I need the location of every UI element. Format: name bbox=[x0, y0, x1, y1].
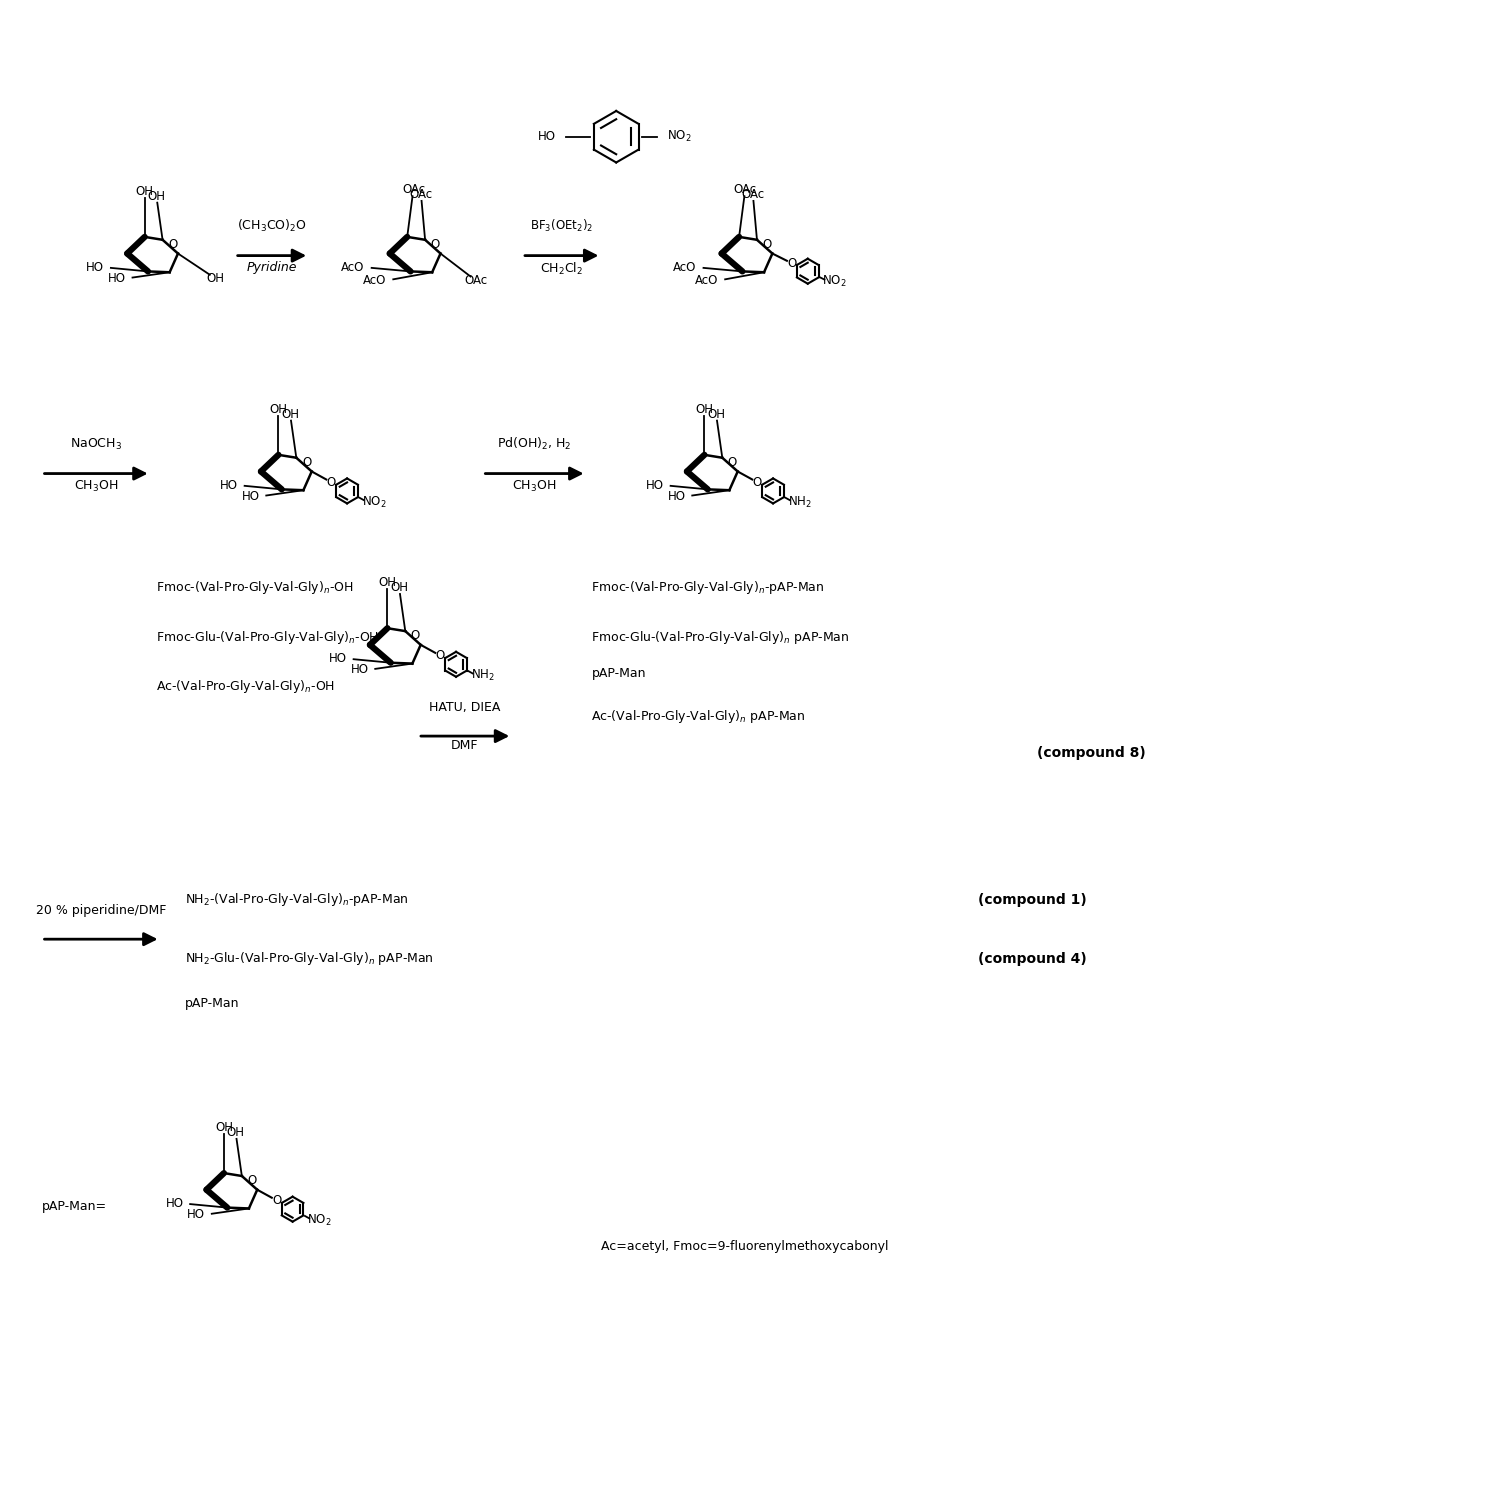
Text: NaOCH$_3$: NaOCH$_3$ bbox=[70, 437, 122, 452]
Text: OH: OH bbox=[390, 581, 407, 593]
Text: (compound 4): (compound 4) bbox=[978, 951, 1087, 966]
Text: Fmoc-Glu-(Val-Pro-Gly-Val-Gly)$_n$-OH: Fmoc-Glu-(Val-Pro-Gly-Val-Gly)$_n$-OH bbox=[156, 629, 379, 646]
Text: OH: OH bbox=[281, 407, 299, 420]
Text: OH: OH bbox=[706, 407, 726, 420]
Text: O: O bbox=[410, 629, 421, 643]
Text: OH: OH bbox=[147, 189, 165, 203]
Text: DMF: DMF bbox=[451, 740, 479, 751]
Text: HO: HO bbox=[538, 130, 556, 143]
Text: Pd(OH)$_2$, H$_2$: Pd(OH)$_2$, H$_2$ bbox=[497, 435, 571, 452]
Text: O: O bbox=[431, 237, 440, 250]
Text: CH$_3$OH: CH$_3$OH bbox=[74, 479, 117, 494]
Text: OAc: OAc bbox=[733, 182, 757, 195]
Text: O: O bbox=[168, 237, 177, 250]
Text: CH$_3$OH: CH$_3$OH bbox=[512, 479, 556, 494]
Text: pAP-Man: pAP-Man bbox=[592, 666, 645, 680]
Text: O: O bbox=[327, 476, 336, 489]
Text: Pyridine: Pyridine bbox=[247, 261, 297, 273]
Text: pAP-Man: pAP-Man bbox=[186, 997, 239, 1009]
Text: 20 % piperidine/DMF: 20 % piperidine/DMF bbox=[36, 905, 167, 917]
Text: O: O bbox=[436, 649, 445, 662]
Text: OH: OH bbox=[378, 576, 397, 589]
Text: NH$_2$: NH$_2$ bbox=[788, 495, 812, 510]
Text: HO: HO bbox=[668, 491, 686, 502]
Text: NH$_2$-(Val-Pro-Gly-Val-Gly)$_n$-pAP-Man: NH$_2$-(Val-Pro-Gly-Val-Gly)$_n$-pAP-Man bbox=[186, 892, 409, 908]
Text: OH: OH bbox=[226, 1126, 244, 1139]
Text: Ac=acetyl, Fmoc=9-fluorenylmethoxycabonyl: Ac=acetyl, Fmoc=9-fluorenylmethoxycabony… bbox=[601, 1241, 889, 1252]
Text: Fmoc-(Val-Pro-Gly-Val-Gly)$_n$-OH: Fmoc-(Val-Pro-Gly-Val-Gly)$_n$-OH bbox=[156, 579, 352, 596]
Text: O: O bbox=[272, 1194, 281, 1208]
Text: OAc: OAc bbox=[741, 188, 764, 200]
Text: O: O bbox=[752, 476, 761, 489]
Text: NH$_2$: NH$_2$ bbox=[471, 668, 495, 683]
Text: HO: HO bbox=[645, 479, 665, 492]
Text: CH$_2$Cl$_2$: CH$_2$Cl$_2$ bbox=[540, 261, 583, 277]
Text: O: O bbox=[727, 456, 738, 468]
Text: (CH$_3$CO)$_2$O: (CH$_3$CO)$_2$O bbox=[236, 218, 306, 234]
Text: pAP-Man=: pAP-Man= bbox=[42, 1200, 107, 1214]
Text: (compound 8): (compound 8) bbox=[1038, 746, 1146, 760]
Text: NH$_2$-Glu-(Val-Pro-Gly-Val-Gly)$_n$ pAP-Man: NH$_2$-Glu-(Val-Pro-Gly-Val-Gly)$_n$ pAP… bbox=[186, 950, 434, 968]
Text: O: O bbox=[302, 456, 311, 468]
Text: OH: OH bbox=[696, 403, 714, 416]
Text: HO: HO bbox=[109, 271, 126, 285]
Text: O: O bbox=[787, 256, 797, 270]
Text: OAc: OAc bbox=[464, 274, 488, 288]
Text: HO: HO bbox=[351, 663, 369, 677]
Text: O: O bbox=[763, 237, 772, 250]
Text: OH: OH bbox=[269, 403, 287, 416]
Text: OAc: OAc bbox=[409, 188, 433, 200]
Text: (compound 1): (compound 1) bbox=[978, 893, 1087, 907]
Text: AcO: AcO bbox=[674, 261, 696, 274]
Text: OH: OH bbox=[135, 185, 153, 198]
Text: O: O bbox=[247, 1173, 257, 1187]
Text: OAc: OAc bbox=[401, 182, 425, 195]
Text: HO: HO bbox=[242, 491, 260, 502]
Text: AcO: AcO bbox=[342, 261, 364, 274]
Text: HO: HO bbox=[187, 1208, 205, 1221]
Text: Ac-(Val-Pro-Gly-Val-Gly)$_n$ pAP-Man: Ac-(Val-Pro-Gly-Val-Gly)$_n$ pAP-Man bbox=[592, 708, 806, 725]
Text: AcO: AcO bbox=[363, 274, 387, 288]
Text: AcO: AcO bbox=[694, 274, 718, 288]
Text: Fmoc-Glu-(Val-Pro-Gly-Val-Gly)$_n$ pAP-Man: Fmoc-Glu-(Val-Pro-Gly-Val-Gly)$_n$ pAP-M… bbox=[592, 629, 851, 646]
Text: BF$_3$(OEt$_2$)$_2$: BF$_3$(OEt$_2$)$_2$ bbox=[529, 218, 593, 234]
Text: NO$_2$: NO$_2$ bbox=[666, 130, 691, 145]
Text: NO$_2$: NO$_2$ bbox=[822, 274, 848, 289]
Text: HATU, DIEA: HATU, DIEA bbox=[428, 701, 500, 714]
Text: Ac-(Val-Pro-Gly-Val-Gly)$_n$-OH: Ac-(Val-Pro-Gly-Val-Gly)$_n$-OH bbox=[156, 678, 335, 695]
Text: HO: HO bbox=[86, 261, 104, 274]
Text: OH: OH bbox=[216, 1121, 233, 1133]
Text: HO: HO bbox=[220, 479, 238, 492]
Text: OH: OH bbox=[207, 271, 225, 285]
Text: HO: HO bbox=[165, 1197, 183, 1211]
Text: NO$_2$: NO$_2$ bbox=[361, 495, 387, 510]
Text: NO$_2$: NO$_2$ bbox=[308, 1214, 332, 1229]
Text: Fmoc-(Val-Pro-Gly-Val-Gly)$_n$-pAP-Man: Fmoc-(Val-Pro-Gly-Val-Gly)$_n$-pAP-Man bbox=[592, 579, 825, 596]
Text: HO: HO bbox=[329, 652, 346, 665]
